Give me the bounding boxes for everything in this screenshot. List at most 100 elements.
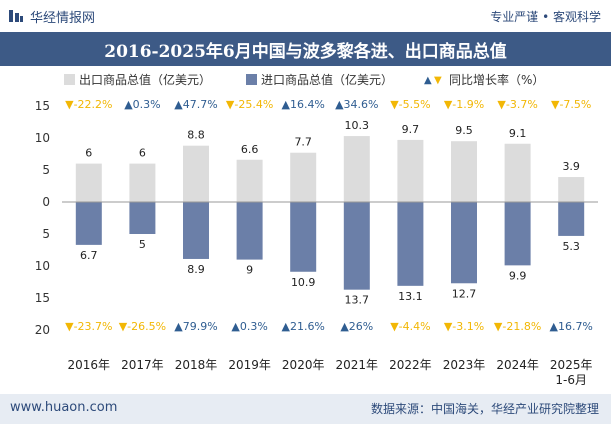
y-tick-label: 5 — [42, 227, 50, 241]
export-bar — [451, 141, 477, 202]
import-growth-label: ▼-21.8% — [494, 320, 541, 333]
export-value-label: 6 — [139, 147, 146, 160]
export-bar — [397, 139, 424, 202]
export-bar — [236, 159, 263, 202]
bars — [75, 136, 585, 290]
legend-swatch-export — [64, 74, 75, 85]
top-bar: 华经情报网 专业严谨 • 客观科学 — [0, 0, 611, 32]
import-value-label: 8.9 — [187, 263, 205, 276]
x-tick-label: 2020年 — [282, 358, 325, 372]
import-bar — [183, 202, 209, 259]
export-bar — [504, 143, 531, 202]
value-labels: 6 6.7 6 5 8.8 8.9 6.6 9 7.7 10.9 10.3 13.7 9.7 13.1 9.… — [80, 119, 580, 307]
import-value-label: 12.7 — [452, 287, 477, 300]
import-growth-label: ▲0.3% — [231, 320, 267, 333]
import-value-label: 6.7 — [80, 249, 98, 262]
legend-swatch-import — [246, 74, 257, 85]
export-value-label: 9.1 — [509, 127, 527, 140]
export-bar — [129, 163, 156, 202]
import-bar — [236, 202, 263, 260]
x-tick-label: 1-6月 — [555, 373, 587, 387]
import-value-label: 13.1 — [398, 290, 423, 303]
y-tick-label: 0 — [42, 195, 50, 209]
y-axis: 15 10 5 0 5 10 15 20 — [35, 99, 50, 337]
x-tick-label: 2019年 — [228, 358, 271, 372]
export-bar — [558, 177, 585, 202]
export-growth-label: ▲47.7% — [174, 98, 217, 111]
export-value-label: 6.6 — [241, 143, 259, 156]
y-tick-label: 20 — [35, 323, 50, 337]
footer: www.huaon.com 数据来源：中国海关，华经产业研究院整理 — [0, 394, 611, 424]
chart-legend: 出口商品总值（亿美元） 进口商品总值（亿美元） ▲ ▼ 同比增长率（%） — [64, 72, 544, 87]
export-bar — [183, 145, 209, 202]
import-growth-label: ▲79.9% — [174, 320, 217, 333]
import-bar — [343, 202, 370, 290]
import-growth-label: ▼-3.1% — [444, 320, 484, 333]
export-value-label: 7.7 — [294, 136, 312, 149]
export-value-label: 6 — [85, 147, 92, 160]
import-growth-label: ▼-26.5% — [119, 320, 166, 333]
import-bar — [75, 202, 102, 245]
import-value-label: 10.9 — [291, 276, 316, 289]
x-axis: 2016年 2017年 2018年 2019年 2020年 2021年 2022年 2023年… — [68, 358, 593, 387]
import-bar — [129, 202, 156, 234]
huajing-logo-icon — [9, 10, 23, 22]
import-bar — [290, 202, 317, 272]
export-value-label: 9.5 — [455, 124, 473, 137]
title-bar: 2016-2025年6月中国与波多黎各进、出口商品总值 — [0, 32, 611, 66]
x-tick-label: 2016年 — [68, 358, 111, 372]
export-bar — [343, 136, 370, 202]
export-growth-label: ▼-25.4% — [226, 98, 273, 111]
x-tick-label: 2025年 — [550, 358, 593, 372]
export-growth-label: ▼-22.2% — [65, 98, 112, 111]
export-growth-label: ▲16.4% — [281, 98, 324, 111]
slogan: 专业严谨 • 客观科学 — [490, 10, 601, 24]
import-growth-label: ▲16.7% — [549, 320, 592, 333]
import-value-label: 9 — [246, 264, 253, 277]
legend-up-triangle-icon: ▲ — [424, 75, 432, 86]
y-tick-label: 5 — [42, 163, 50, 177]
import-growth-label: ▲26% — [340, 320, 373, 333]
import-bar — [558, 202, 585, 236]
export-growth-label: ▼-1.9% — [444, 98, 484, 111]
export-growth-label: ▲34.6% — [335, 98, 378, 111]
footer-source: 数据来源：中国海关，华经产业研究院整理 — [370, 402, 599, 416]
import-growth-label: ▼-4.4% — [390, 320, 430, 333]
export-bar — [290, 152, 317, 202]
legend-down-triangle-icon: ▼ — [434, 75, 442, 86]
x-tick-label: 2017年 — [121, 358, 164, 372]
x-tick-label: 2023年 — [443, 358, 486, 372]
import-value-label: 5.3 — [562, 240, 580, 253]
import-value-label: 9.9 — [509, 269, 527, 282]
chart-svg: 出口商品总值（亿美元） 进口商品总值（亿美元） ▲ ▼ 同比增长率（%） 151… — [35, 72, 598, 387]
import-bar — [504, 202, 531, 266]
import-bar — [397, 202, 424, 286]
x-tick-label: 2022年 — [389, 358, 432, 372]
export-growth-label: ▼-5.5% — [390, 98, 430, 111]
y-tick-label: 10 — [35, 259, 50, 273]
export-growth-label: ▼-3.7% — [497, 98, 537, 111]
legend-label-export: 出口商品总值（亿美元） — [79, 72, 211, 87]
chart-title: 2016-2025年6月中国与波多黎各进、出口商品总值 — [104, 42, 507, 62]
y-tick-label: 15 — [35, 291, 50, 305]
export-bar — [75, 163, 102, 202]
export-value-label: 10.3 — [345, 119, 370, 132]
export-value-label: 8.8 — [187, 129, 205, 142]
legend-label-import: 进口商品总值（亿美元） — [261, 72, 393, 87]
export-growth-label: ▼-7.5% — [551, 98, 591, 111]
import-growth-label: ▲21.6% — [281, 320, 324, 333]
import-value-label: 5 — [139, 238, 146, 251]
y-tick-label: 10 — [35, 131, 50, 145]
x-tick-label: 2018年 — [175, 358, 218, 372]
footer-url: www.huaon.com — [10, 400, 118, 415]
export-value-label: 3.9 — [562, 160, 580, 173]
export-value-label: 9.7 — [402, 123, 420, 136]
export-growth-label: ▲0.3% — [124, 98, 160, 111]
y-tick-label: 15 — [35, 99, 50, 113]
site-name: 华经情报网 — [30, 11, 96, 26]
x-tick-label: 2024年 — [496, 358, 539, 372]
import-value-label: 13.7 — [345, 294, 370, 307]
import-bar — [451, 202, 477, 284]
legend-label-growth: 同比增长率（%） — [449, 72, 544, 87]
